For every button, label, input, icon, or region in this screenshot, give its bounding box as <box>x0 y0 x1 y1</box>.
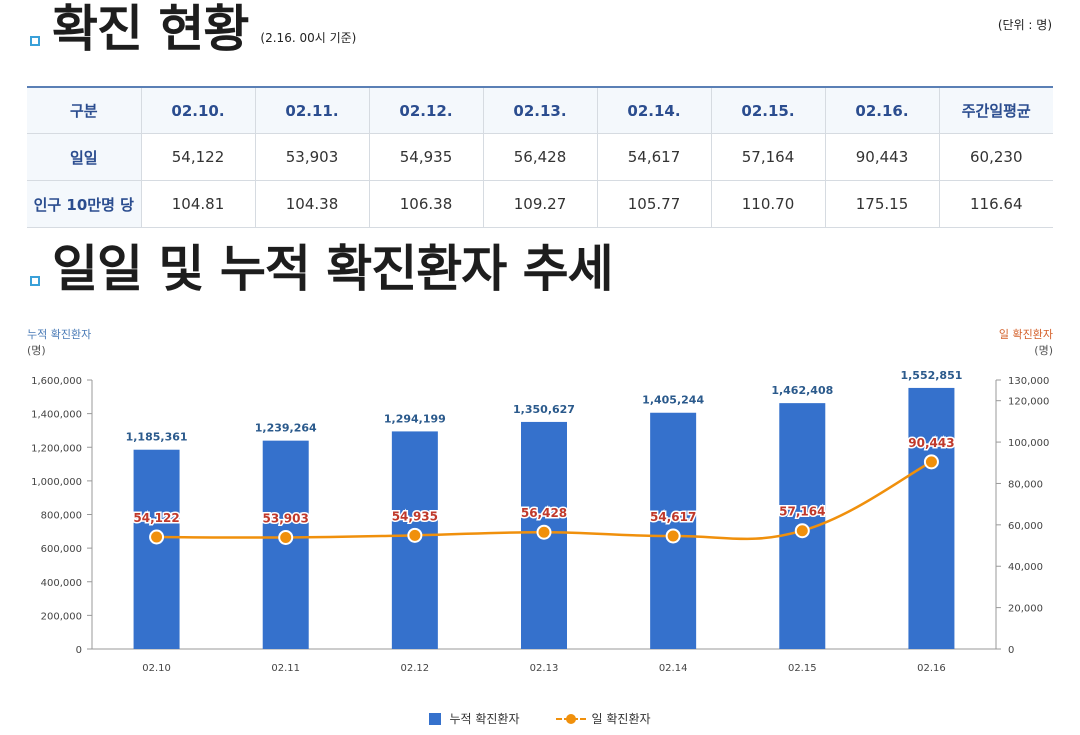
line-value-label: 56,428 <box>521 506 567 520</box>
table-cell: 56,428 <box>482 133 598 181</box>
table-cell: 175.15 <box>824 180 940 228</box>
legend-item-daily: 일 확진환자 <box>555 710 651 727</box>
right-tick-label: 80,000 <box>1008 479 1043 490</box>
page-title: 확진 현황 <box>52 0 249 58</box>
table-row: 인구 10만명 당 104.81 104.38 106.38 109.27 10… <box>27 180 1053 228</box>
line-point <box>278 529 294 545</box>
x-tick-label: 02.12 <box>401 663 430 674</box>
bar-value-label: 1,405,244 <box>642 394 704 407</box>
line-value-label: 90,443 <box>908 436 954 450</box>
bar-value-label: 1,239,264 <box>255 422 317 435</box>
chart-legend: 누적 확진환자 일 확진환자 <box>0 710 1080 727</box>
right-axis-title: 일 확진환자 <box>999 327 1053 341</box>
table-row: 일일 54,122 53,903 54,935 56,428 54,617 57… <box>27 133 1053 181</box>
table-header-cell: 02.14. <box>596 86 712 134</box>
stats-table: 구분 02.10. 02.11. 02.12. 02.13. 02.14. 02… <box>27 86 1053 228</box>
table-header-cell: 02.10. <box>140 86 256 134</box>
trend-title: 일일 및 누적 확진환자 추세 <box>52 240 614 298</box>
left-tick-label: 1,600,000 <box>31 376 82 387</box>
table-cell: 60,230 <box>938 133 1053 181</box>
x-tick-label: 02.13 <box>530 663 559 674</box>
legend-line-swatch <box>555 713 586 725</box>
page-subtitle: (2.16. 00시 기준) <box>260 31 357 45</box>
x-tick-label: 02.16 <box>917 663 946 674</box>
trend-section-title: 일일 및 누적 확진환자 추세 <box>30 240 614 298</box>
x-tick-label: 02.10 <box>142 663 171 674</box>
table-cell: 90,443 <box>824 133 940 181</box>
left-tick-label: 600,000 <box>41 544 82 555</box>
bar-value-label: 1,294,199 <box>384 412 446 425</box>
line-value-label: 54,617 <box>650 510 696 524</box>
table-cell: 104.81 <box>140 180 256 228</box>
line-point <box>536 524 552 540</box>
right-tick-label: 130,000 <box>1008 376 1049 387</box>
table-cell: 106.38 <box>368 180 484 228</box>
left-axis-unit: (명) <box>27 344 46 357</box>
line-point <box>923 454 939 470</box>
table-cell: 110.70 <box>710 180 826 228</box>
line-point <box>794 523 810 539</box>
bar-value-label: 1,462,408 <box>771 384 833 397</box>
left-tick-label: 1,400,000 <box>31 410 82 421</box>
table-cell: 104.38 <box>254 180 370 228</box>
square-bullet-icon <box>30 276 40 286</box>
right-tick-label: 20,000 <box>1008 604 1043 615</box>
legend-label: 일 확진환자 <box>591 712 651 726</box>
table-header-cell: 02.12. <box>368 86 484 134</box>
bar <box>908 387 955 649</box>
left-axis-title: 누적 확진환자 <box>27 328 91 341</box>
bar-value-label: 1,350,627 <box>513 403 575 416</box>
table-cell: 109.27 <box>482 180 598 228</box>
table-header-cell: 구분 <box>27 86 142 134</box>
legend-label: 누적 확진환자 <box>449 712 520 726</box>
x-tick-label: 02.11 <box>271 663 300 674</box>
status-section-title: 확진 현황 (2.16. 00시 기준) <box>30 4 356 54</box>
square-bullet-icon <box>30 36 40 46</box>
table-cell: 54,935 <box>368 133 484 181</box>
line-point <box>665 528 681 544</box>
right-tick-label: 60,000 <box>1008 521 1043 532</box>
row-label: 일일 <box>27 133 142 181</box>
table-cell: 105.77 <box>596 180 712 228</box>
left-tick-label: 0 <box>76 645 82 656</box>
table-cell: 53,903 <box>254 133 370 181</box>
table-header-row: 구분 02.10. 02.11. 02.12. 02.13. 02.14. 02… <box>27 86 1053 134</box>
x-tick-label: 02.15 <box>788 663 817 674</box>
legend-bar-swatch <box>429 712 442 725</box>
line-value-label: 57,164 <box>779 505 825 519</box>
table-header-cell: 02.11. <box>254 86 370 134</box>
table-header-cell: 02.13. <box>482 86 598 134</box>
trend-chart: 누적 확진환자 (명) 일 확진환자 (명) 0 200,000 400,000 600,00… <box>27 327 1053 674</box>
table-cell: 54,122 <box>140 133 256 181</box>
bar-value-label: 1,552,851 <box>900 369 962 382</box>
table-cell: 116.64 <box>938 180 1053 228</box>
left-tick-label: 200,000 <box>41 611 82 622</box>
line-value-label: 53,903 <box>263 511 309 525</box>
left-tick-label: 400,000 <box>41 578 82 589</box>
table-header-cell: 02.15. <box>710 86 826 134</box>
left-tick-label: 1,200,000 <box>31 443 82 454</box>
table-header-cell: 주간일평균 <box>938 86 1053 134</box>
right-tick-label: 120,000 <box>1008 397 1049 408</box>
legend-item-cumulative: 누적 확진환자 <box>429 710 520 727</box>
right-tick-label: 0 <box>1008 645 1014 656</box>
bar-value-label: 1,185,361 <box>126 431 188 444</box>
line-value-label: 54,122 <box>133 511 179 525</box>
table-cell: 54,617 <box>596 133 712 181</box>
right-axis-unit: (명) <box>1034 344 1053 357</box>
table-header-cell: 02.16. <box>824 86 940 134</box>
line-value-label: 54,935 <box>392 509 438 523</box>
table-cell: 57,164 <box>710 133 826 181</box>
left-tick-label: 800,000 <box>41 511 82 522</box>
row-label: 인구 10만명 당 <box>27 180 142 228</box>
right-tick-label: 100,000 <box>1008 438 1049 449</box>
right-tick-label: 40,000 <box>1008 562 1043 573</box>
unit-note: (단위 : 명) <box>997 18 1052 32</box>
line-point <box>149 529 165 545</box>
bar <box>133 449 180 649</box>
left-tick-label: 1,000,000 <box>31 477 82 488</box>
line-point <box>407 527 423 543</box>
x-tick-label: 02.14 <box>659 663 688 674</box>
